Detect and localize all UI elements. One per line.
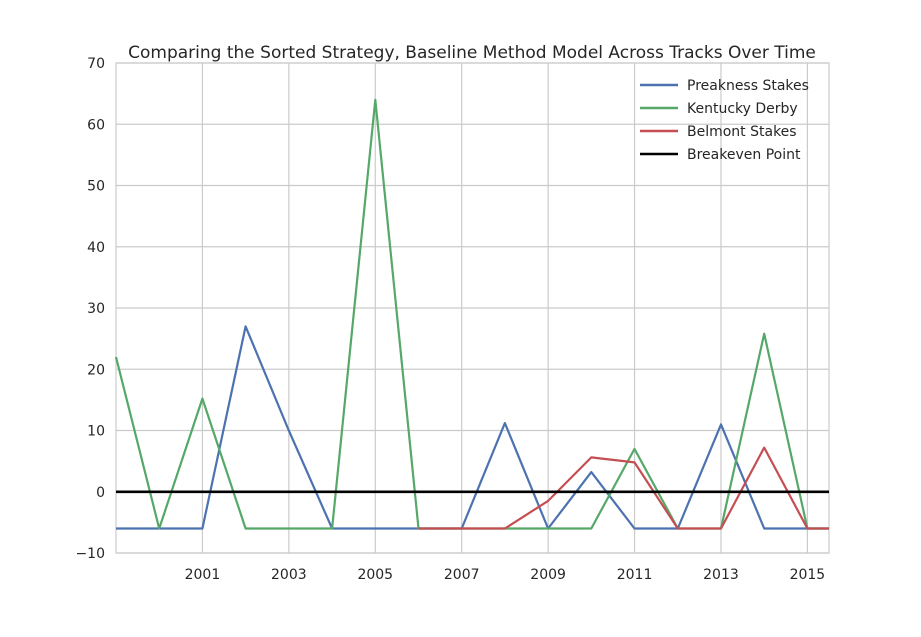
axis-layer: 2001 2003 2005 2007 2009 2011 2013 2015 −10 0 10 20… [75,56,830,583]
legend: Preakness Stakes Kentucky Derby Belmont St… [640,78,809,163]
y-tick-label: 60 [87,117,105,133]
y-tick-label: 50 [87,179,105,195]
series-line-belmont-stakes [418,446,829,530]
y-tick-label: −10 [75,546,105,562]
x-tick-label: 2013 [703,567,739,583]
legend-label: Belmont Stakes [687,124,797,140]
y-tick-label: 10 [87,424,105,440]
y-tick-label: 0 [96,485,105,501]
x-tick-label: 2003 [271,567,307,583]
x-tick-label: 2009 [530,567,566,583]
x-tick-label: 2015 [790,567,826,583]
x-tick-label: 2011 [617,567,653,583]
plot-frame [115,62,830,554]
series-line-preakness-stakes [116,325,829,530]
y-tick-label: 40 [87,240,105,256]
y-tick-label: 20 [87,362,105,378]
y-tick-label: 30 [87,301,105,317]
legend-label: Breakeven Point [687,147,801,163]
x-tick-label: 2007 [444,567,480,583]
x-tick-label: 2005 [357,567,393,583]
chart-title: Comparing the Sorted Strategy, Baseline … [128,43,816,63]
legend-label: Kentucky Derby [687,101,798,117]
series-layer [114,98,829,530]
y-tick-label: 70 [87,56,105,72]
x-tick-label: 2001 [185,567,221,583]
legend-label: Preakness Stakes [687,78,809,94]
